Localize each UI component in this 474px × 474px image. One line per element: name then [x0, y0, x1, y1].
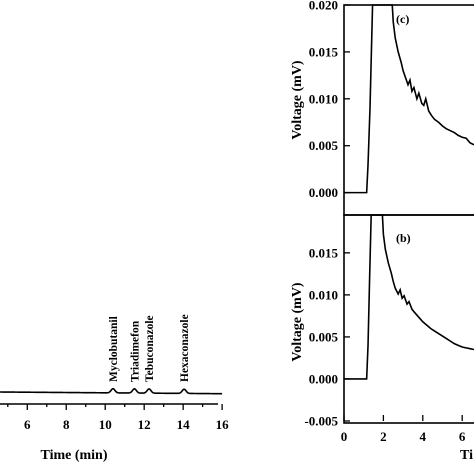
panel-b: 0.015 0.010 0.005 0.000 -0.005 0 2 4 6 (b) Volt… — [290, 214, 474, 463]
left-x-tick-label: 12 — [138, 417, 151, 432]
panel-b-x-tick-label: 2 — [380, 429, 387, 444]
panel-b-frame — [343, 214, 474, 424]
y-tick-label: 0.020 — [309, 0, 338, 13]
chromatogram-trace — [0, 387, 223, 395]
left-x-tick-label: 16 — [216, 417, 230, 432]
left-x-tick-label: 14 — [177, 417, 191, 432]
peak-label: Myclobutanil — [108, 316, 120, 382]
panel-c-label: (c) — [396, 12, 409, 26]
panel-b-trace — [344, 214, 474, 380]
left-x-axis-title: Time (min) — [40, 448, 107, 463]
panel-c-y-axis-title: Voltage (mV) — [290, 60, 305, 140]
y-tick-label: 0.000 — [309, 371, 338, 386]
left-x-tick-label: 6 — [24, 417, 31, 432]
y-tick-label: 0.010 — [309, 91, 338, 106]
y-tick-label: 0.005 — [309, 329, 339, 344]
left-x-tick-label: 8 — [63, 417, 70, 432]
panel-b-x-tick-label: 0 — [341, 429, 348, 444]
panel-b-y-ticks: 0.015 0.010 0.005 0.000 -0.005 — [304, 245, 350, 429]
panel-c-y-ticks: 0.020 0.015 0.010 0.005 0.000 — [309, 0, 350, 200]
panel-b-y-axis-title: Voltage (mV) — [290, 282, 305, 362]
peak-label: Triadimefon — [129, 320, 141, 382]
left-x-tick-label: 10 — [99, 417, 112, 432]
panel-b-x-ticks: 0 2 4 6 — [341, 415, 466, 444]
panel-b-x-tick-label: 6 — [459, 429, 466, 444]
panel-b-label: (b) — [396, 231, 411, 245]
panel-c-trace — [344, 4, 474, 194]
y-tick-label: -0.005 — [304, 414, 338, 429]
panel-b-x-axis-title: Ti — [460, 448, 473, 463]
panel-b-x-tick-label: 4 — [420, 429, 427, 444]
panel-c: 0.020 0.015 0.010 0.005 0.000 (c) Voltage (m… — [290, 0, 474, 216]
peak-label: Tebuconazole — [144, 315, 156, 382]
peak-labels: Myclobutanil Triadimefon Tebuconazole Hexac… — [108, 314, 191, 382]
y-tick-label: 0.015 — [309, 44, 339, 59]
y-tick-label: 0.000 — [309, 185, 338, 200]
chromatogram-panel: 6 8 10 12 14 16 Myclobutanil Triadimefon Tebuco… — [0, 314, 229, 463]
y-tick-label: 0.010 — [309, 287, 338, 302]
y-tick-label: 0.005 — [309, 138, 339, 153]
left-x-ticks: 6 8 10 12 14 16 — [7, 404, 230, 432]
panel-c-frame — [343, 4, 474, 216]
peak-label: Hexaconazole — [179, 314, 191, 382]
y-tick-label: 0.015 — [309, 245, 339, 260]
